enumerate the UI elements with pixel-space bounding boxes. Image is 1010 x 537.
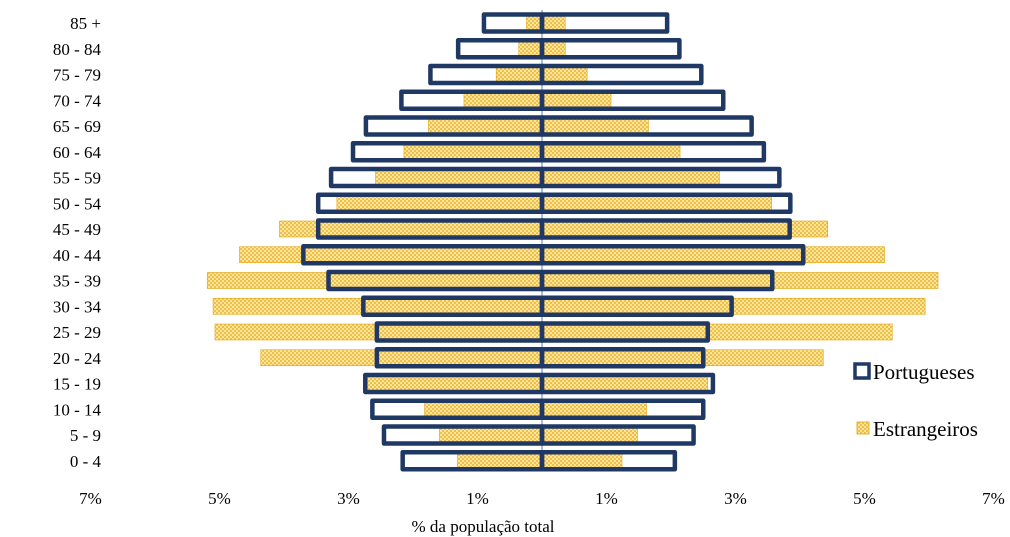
age-group-label: 75 - 79 — [53, 66, 101, 85]
x-tick-label: 1% — [595, 489, 618, 508]
bar-estrangeiros-right — [541, 272, 939, 289]
bar-estrangeiros-left — [375, 169, 543, 186]
legend-swatch-estrangeiros — [856, 421, 870, 435]
bar-portugueses-right — [539, 398, 706, 420]
age-group-label: 60 - 64 — [53, 143, 102, 162]
age-group-label: 55 - 59 — [53, 169, 101, 188]
bar-portugueses-right — [539, 424, 696, 446]
bar-estrangeiros-right — [541, 375, 709, 392]
bar-portugueses-right — [539, 12, 670, 34]
bar-estrangeiros-right — [541, 323, 893, 341]
bar-portugueses-right — [539, 372, 716, 395]
bar-estrangeiros-right — [541, 194, 772, 212]
bar-estrangeiros-right — [541, 66, 588, 83]
bar-portugueses-right — [539, 192, 793, 214]
x-tick-label: 3% — [724, 489, 747, 508]
bar-estrangeiros-left — [260, 349, 543, 367]
legend-label-estrangeiros: Estrangeiros — [873, 417, 978, 441]
bar-estrangeiros-right — [541, 169, 720, 186]
bar-estrangeiros-left — [495, 66, 543, 83]
x-tick-label: 5% — [853, 489, 876, 508]
legend-swatch-portugueses — [853, 362, 871, 380]
age-group-label: 50 - 54 — [53, 194, 102, 213]
bar-estrangeiros-right — [541, 349, 824, 367]
bar-estrangeiros-left — [428, 117, 543, 135]
x-tick-label: 7% — [982, 489, 1005, 508]
bar-estrangeiros-left — [457, 452, 543, 470]
bar-portugueses-right — [539, 166, 782, 189]
bar-estrangeiros-right — [541, 143, 681, 161]
bar-estrangeiros-right — [541, 40, 566, 58]
age-group-label: 45 - 49 — [53, 220, 101, 239]
bar-estrangeiros-right — [541, 452, 623, 470]
age-group-label: 40 - 44 — [53, 246, 102, 265]
age-group-label: 65 - 69 — [53, 117, 101, 136]
bar-estrangeiros-right — [541, 117, 649, 135]
bar-portugueses-right — [539, 218, 792, 240]
age-group-label: 85 + — [70, 14, 101, 33]
legend: Portugueses Estrangeiros — [853, 360, 978, 441]
bar-portugueses-right — [539, 115, 754, 137]
bar-estrangeiros-left — [212, 297, 543, 315]
bar-estrangeiros-left — [518, 40, 543, 58]
age-group-label: 30 - 34 — [53, 297, 102, 316]
bar-estrangeiros-left — [239, 246, 543, 264]
age-group-label: 25 - 29 — [53, 323, 101, 342]
bar-portugueses-right — [539, 347, 706, 369]
legend-item-estrangeiros: Estrangeiros — [856, 417, 978, 441]
bar-estrangeiros-left — [463, 91, 543, 109]
bar-portugueses-right — [539, 89, 726, 111]
x-tick-label: 7% — [79, 489, 102, 508]
age-group-label: 35 - 39 — [53, 272, 101, 291]
bar-portugueses-right — [539, 63, 704, 86]
bar-estrangeiros-right — [541, 220, 829, 238]
age-group-label: 15 - 19 — [53, 375, 101, 394]
age-group-label: 0 - 4 — [70, 452, 102, 471]
bar-estrangeiros-left — [424, 400, 543, 418]
age-group-label: 20 - 24 — [53, 349, 102, 368]
bar-estrangeiros-right — [541, 14, 566, 32]
bar-estrangeiros-left — [403, 143, 543, 161]
age-group-label: 80 - 84 — [53, 40, 102, 59]
bar-estrangeiros-right — [541, 426, 638, 444]
series-portugueses — [301, 12, 806, 472]
series-estrangeiros — [206, 14, 939, 470]
bar-portugueses-right — [539, 321, 711, 343]
bar-portugueses-right — [539, 295, 734, 317]
bar-portugueses-right — [539, 38, 682, 60]
legend-label-portugueses: Portugueses — [873, 360, 975, 384]
bar-estrangeiros-left — [365, 375, 543, 392]
bar-estrangeiros-right — [541, 400, 647, 418]
x-tick-label: 3% — [337, 489, 360, 508]
bar-estrangeiros-right — [541, 246, 885, 264]
bar-portugueses-right — [539, 450, 678, 472]
bar-portugueses-right — [539, 141, 767, 163]
bar-estrangeiros-left — [206, 272, 543, 289]
age-group-label: 5 - 9 — [70, 426, 101, 445]
age-group-label: 10 - 14 — [53, 400, 102, 419]
age-group-labels: 0 - 4 5 - 9 10 - 14 15 - 19 20 - 24 25 - 29 30… — [53, 14, 102, 471]
bar-estrangeiros-left — [526, 14, 543, 32]
x-tick-label: 5% — [208, 489, 231, 508]
legend-item-portugueses: Portugueses — [853, 360, 975, 384]
x-tick-label: 1% — [466, 489, 489, 508]
x-axis-title: % da população total — [411, 517, 554, 536]
bar-portugueses-right — [539, 244, 806, 266]
age-group-label: 70 - 74 — [53, 91, 102, 110]
bar-estrangeiros-left — [336, 194, 543, 212]
bar-estrangeiros-right — [541, 91, 612, 109]
bar-estrangeiros-left — [439, 426, 543, 444]
x-tick-labels: 7% 5% 3% 1% 1% 3% 5% 7% — [79, 489, 1005, 508]
bar-portugueses-right — [539, 269, 775, 292]
